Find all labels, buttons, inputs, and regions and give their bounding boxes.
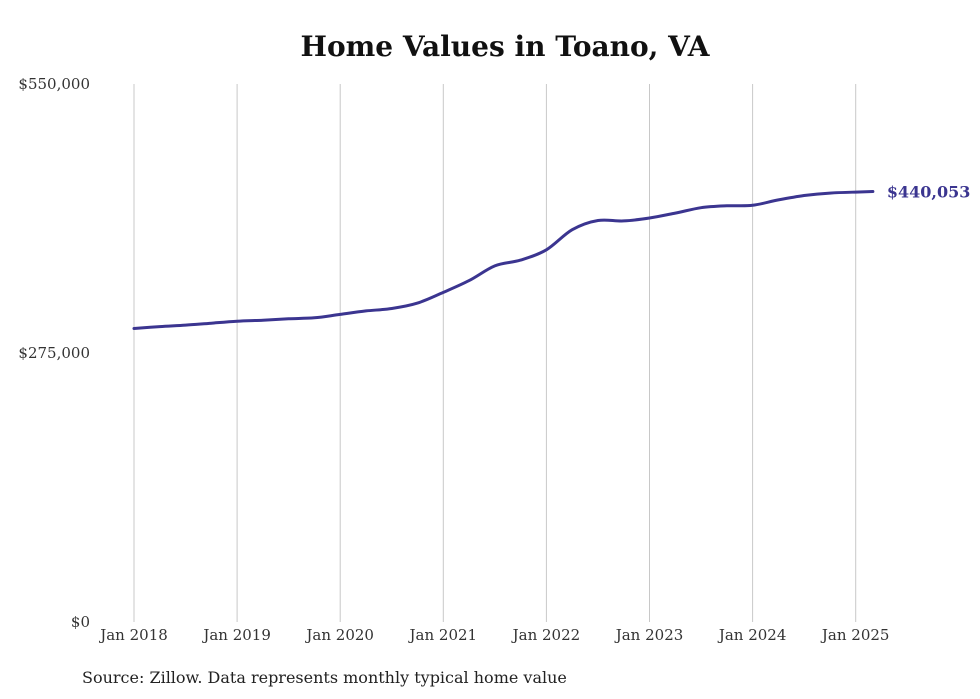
x-tick-label: Jan 2024 (717, 626, 787, 644)
x-tick-label: Jan 2025 (820, 626, 890, 644)
y-tick-label: $275,000 (18, 344, 90, 362)
x-tick-label: Jan 2018 (98, 626, 168, 644)
end-value-label: $440,053 (887, 183, 971, 202)
x-axis-ticks: Jan 2018 Jan 2019 Jan 2020 Jan 2021 Jan 2022… (98, 626, 889, 644)
chart-title: Home Values in Toano, VA (300, 30, 710, 63)
series-line (132, 190, 875, 330)
y-axis-ticks: $550,000 $275,000 $0 (18, 75, 90, 631)
source-note: Source: Zillow. Data represents monthly … (82, 668, 567, 687)
x-tick-label: Jan 2019 (201, 626, 271, 644)
x-tick-label: Jan 2021 (408, 626, 478, 644)
grid-lines (133, 84, 857, 622)
x-tick-label: Jan 2023 (614, 626, 684, 644)
series-layer: $440,053 (132, 183, 971, 330)
x-tick-label: Jan 2020 (304, 626, 374, 644)
x-tick-label: Jan 2022 (511, 626, 581, 644)
y-tick-label: $0 (71, 613, 90, 631)
line-chart: $550,000$275,000$0 Jan 2018 Jan 2019 Jan 2… (18, 75, 971, 644)
y-tick-label: $550,000 (18, 75, 90, 93)
